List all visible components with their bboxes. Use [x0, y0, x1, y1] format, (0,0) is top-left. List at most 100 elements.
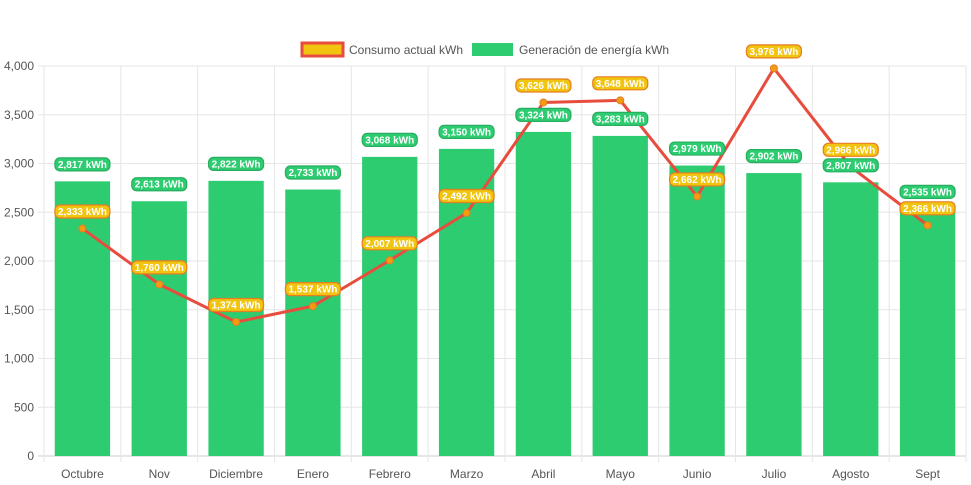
- x-axis: Octubre Nov Diciembre Enero Febrero Marzo Abri…: [61, 467, 941, 481]
- legend-label-consumo[interactable]: Consumo actual kWh: [349, 43, 463, 57]
- bar-value-label: 3,150 kWh: [442, 127, 491, 138]
- y-tick-label: 2,000: [4, 254, 34, 268]
- legend-swatch-generacion[interactable]: [472, 43, 513, 56]
- x-tick-label: Abril: [531, 467, 555, 481]
- point-consumo[interactable]: [462, 209, 471, 218]
- y-axis: 0 500 1,000 1,500 2,000 2,500 3,000 3,500 4,000: [4, 59, 34, 463]
- bar-value-label: 2,613 kWh: [135, 180, 184, 191]
- line-value-label-box: [284, 282, 342, 297]
- bar-generacion[interactable]: [285, 189, 341, 456]
- bar-value-label-box: [515, 107, 572, 123]
- bar-generacion[interactable]: [54, 181, 111, 456]
- bar-generacion[interactable]: [592, 135, 648, 456]
- bar-value-label-box: [131, 177, 188, 192]
- bar-generacion[interactable]: [362, 156, 418, 456]
- y-tick-label: 3,000: [4, 157, 34, 171]
- bar-value-label-box: [284, 165, 342, 180]
- point-consumo[interactable]: [923, 221, 932, 230]
- point-consumo[interactable]: [769, 64, 778, 73]
- y-tick-label: 3,500: [4, 108, 34, 122]
- legend-swatch-consumo[interactable]: [300, 41, 345, 58]
- bar-value-label: 2,535 kWh: [903, 187, 952, 198]
- line-value-label-box: [822, 142, 879, 157]
- line-value-label-box: [515, 78, 572, 93]
- bar-value-label: 3,283 kWh: [596, 114, 645, 125]
- x-tick-label: Febrero: [369, 467, 411, 481]
- y-tick-label: 0: [27, 449, 34, 463]
- y-tick-label: 2,500: [4, 205, 34, 219]
- bar-value-label: 2,807 kWh: [826, 161, 875, 172]
- bar-value-label: 2,733 kWh: [288, 168, 337, 179]
- x-tick-label: Junio: [683, 467, 712, 481]
- point-consumo[interactable]: [78, 224, 87, 233]
- bar-value-label-box: [668, 141, 726, 156]
- bar-generacion[interactable]: [823, 182, 879, 456]
- line-value-label-box: [668, 172, 726, 187]
- x-tick-label: Nov: [149, 467, 170, 481]
- line-value-label-box: [899, 201, 956, 216]
- bar-value-label: 2,822 kWh: [212, 159, 261, 170]
- bar-generacion[interactable]: [515, 131, 572, 456]
- line-value-label: 2,333 kWh: [58, 207, 107, 218]
- line-value-label-box: [592, 76, 649, 91]
- data-labels: 2,817 kWh 2,613 kWh 2,822 kWh 2,733 kWh 3,06…: [54, 44, 956, 313]
- line-consumo: [81, 66, 929, 324]
- point-consumo[interactable]: [308, 302, 317, 311]
- y-tick-label: 1,000: [4, 352, 34, 366]
- bar-value-label-box: [54, 157, 111, 172]
- line-value-label: 2,366 kWh: [903, 204, 952, 215]
- line-value-label: 3,626 kWh: [519, 81, 568, 92]
- bar-generacion[interactable]: [131, 201, 187, 456]
- line-value-label-box: [207, 297, 265, 313]
- bar-value-label: 3,324 kWh: [519, 110, 568, 121]
- line-value-label: 2,492 kWh: [442, 192, 491, 203]
- legend[interactable]: Consumo actual kWh Generación de energía…: [300, 41, 669, 58]
- line-value-label: 2,007 kWh: [365, 239, 414, 250]
- bar-value-label-box: [899, 184, 956, 199]
- y-tick-label: 500: [14, 400, 34, 414]
- legend-label-generacion[interactable]: Generación de energía kWh: [519, 43, 669, 57]
- line-value-label: 3,976 kWh: [749, 47, 798, 58]
- x-tick-label: Mayo: [606, 467, 636, 481]
- x-tick-label: Marzo: [450, 467, 484, 481]
- bar-value-label-box: [592, 111, 649, 127]
- line-value-label-box: [131, 260, 188, 275]
- line-value-label-box: [438, 188, 495, 204]
- line-value-label-box: [361, 236, 418, 251]
- bar-value-label: 3,068 kWh: [365, 135, 414, 146]
- x-tick-label: Enero: [297, 467, 329, 481]
- consumption-line: [78, 64, 932, 327]
- bar-value-label-box: [438, 124, 495, 139]
- y-tick-label: 4,000: [4, 59, 34, 73]
- bar-value-label: 2,979 kWh: [673, 144, 722, 155]
- point-consumo[interactable]: [539, 98, 548, 107]
- bar-generacion[interactable]: [669, 165, 725, 457]
- line-value-label-box: [54, 204, 111, 219]
- line-value-label: 1,374 kWh: [212, 301, 261, 312]
- grid-lines: [38, 65, 967, 462]
- point-consumo[interactable]: [232, 318, 241, 327]
- generation-bars: [54, 131, 956, 457]
- x-tick-label: Octubre: [61, 467, 104, 481]
- bar-value-label-box: [822, 158, 879, 173]
- line-value-label: 1,760 kWh: [135, 263, 184, 274]
- bar-value-label-box: [745, 148, 803, 164]
- line-value-label: 2,662 kWh: [673, 175, 722, 186]
- point-consumo[interactable]: [385, 256, 394, 265]
- y-tick-label: 1,500: [4, 303, 34, 317]
- x-tick-label: Sept: [915, 467, 940, 481]
- bar-value-label: 2,817 kWh: [58, 160, 107, 171]
- point-consumo[interactable]: [155, 280, 164, 289]
- point-consumo[interactable]: [693, 192, 702, 201]
- x-tick-label: Agosto: [832, 467, 870, 481]
- line-value-label: 2,966 kWh: [826, 145, 875, 156]
- point-consumo[interactable]: [616, 96, 625, 105]
- bar-value-label-box: [361, 132, 418, 147]
- bar-generacion[interactable]: [746, 173, 802, 456]
- x-tick-label: Julio: [762, 467, 787, 481]
- line-value-label: 1,537 kWh: [288, 285, 337, 296]
- bar-value-label-box: [207, 156, 265, 171]
- bar-generacion[interactable]: [899, 208, 956, 456]
- bar-value-label: 2,902 kWh: [749, 152, 798, 163]
